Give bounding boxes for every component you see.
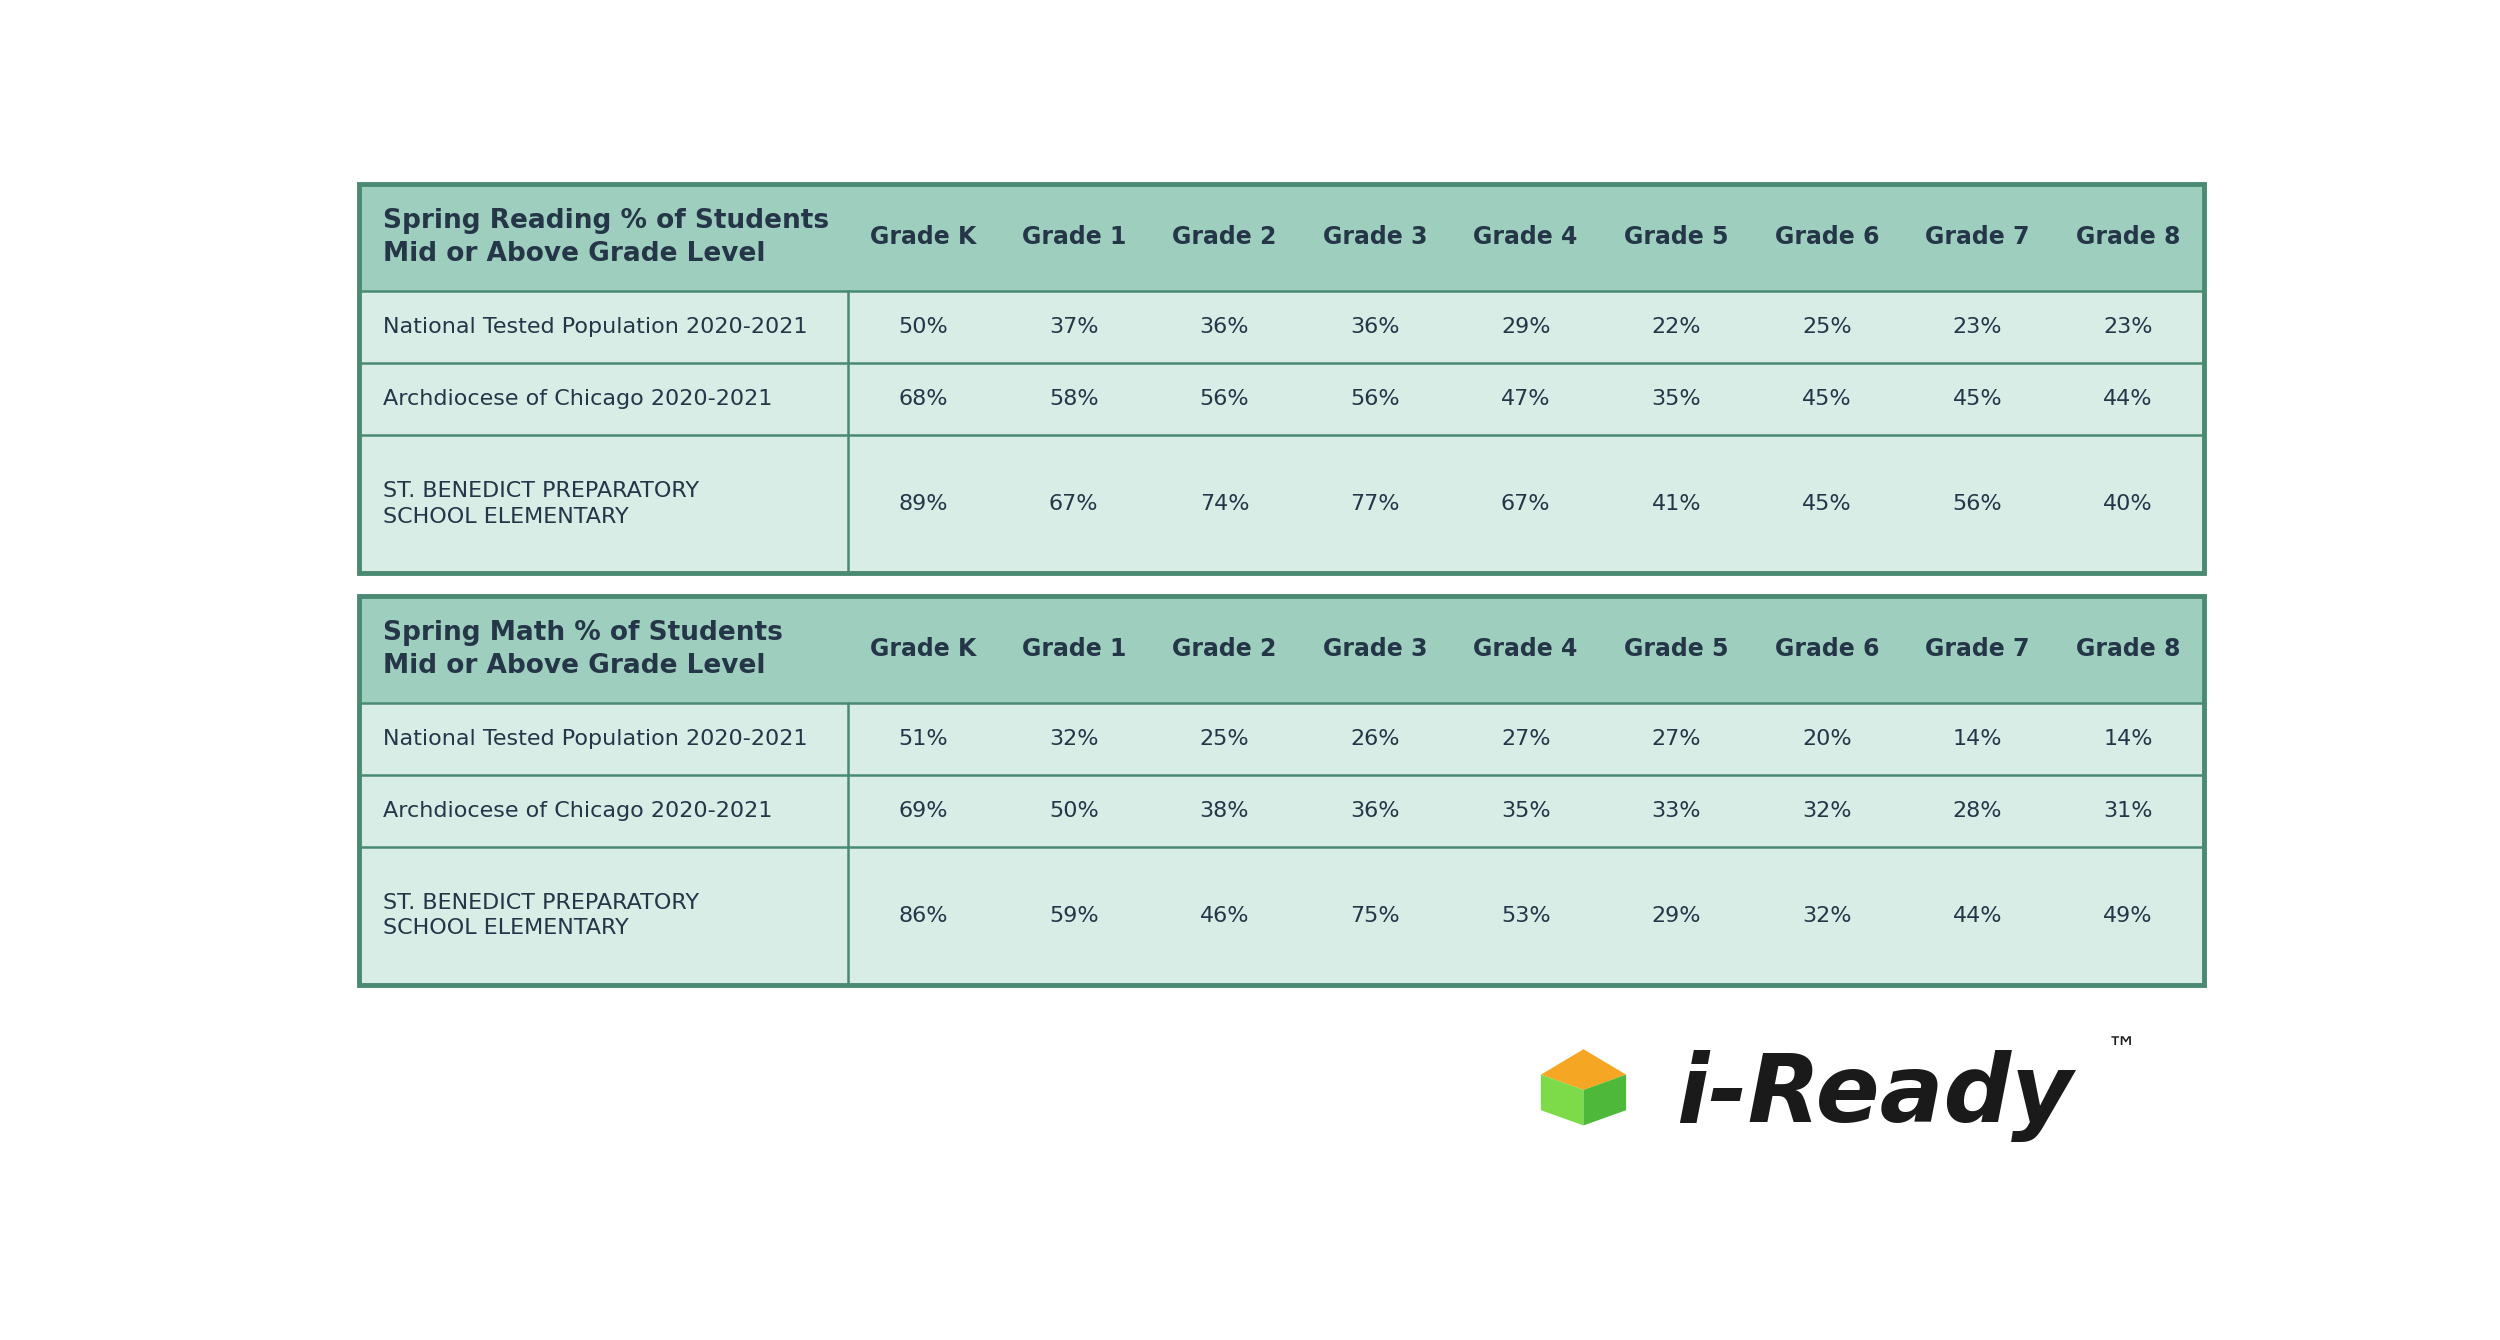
Text: Grade 3: Grade 3 xyxy=(1322,638,1427,662)
Text: 28%: 28% xyxy=(1952,801,2002,820)
Text: 51%: 51% xyxy=(898,729,948,749)
Text: Grade 8: Grade 8 xyxy=(2075,638,2180,662)
Text: 32%: 32% xyxy=(1050,729,1098,749)
Text: ™: ™ xyxy=(2108,1036,2138,1065)
Text: 27%: 27% xyxy=(1652,729,1700,749)
Text: Grade 6: Grade 6 xyxy=(1775,638,1880,662)
Text: Spring Reading % of Students
Mid or Above Grade Level: Spring Reading % of Students Mid or Abov… xyxy=(382,208,830,267)
Text: 33%: 33% xyxy=(1652,801,1700,820)
Text: 56%: 56% xyxy=(1200,389,1250,409)
Polygon shape xyxy=(1540,1049,1625,1089)
Text: 45%: 45% xyxy=(1952,389,2002,409)
Text: 36%: 36% xyxy=(1350,801,1400,820)
Text: 29%: 29% xyxy=(1652,906,1700,926)
Text: 38%: 38% xyxy=(1200,801,1250,820)
Text: 35%: 35% xyxy=(1500,801,1550,820)
Text: Archdiocese of Chicago 2020-2021: Archdiocese of Chicago 2020-2021 xyxy=(382,801,772,820)
Bar xyxy=(360,184,2202,572)
Text: National Tested Population 2020-2021: National Tested Population 2020-2021 xyxy=(382,316,808,336)
Text: Grade 8: Grade 8 xyxy=(2075,225,2180,249)
Text: 29%: 29% xyxy=(1500,316,1550,336)
Text: Grade 4: Grade 4 xyxy=(1472,638,1578,662)
Text: Grade K: Grade K xyxy=(870,638,978,662)
Text: ST. BENEDICT PREPARATORY
SCHOOL ELEMENTARY: ST. BENEDICT PREPARATORY SCHOOL ELEMENTA… xyxy=(382,892,700,938)
Text: 46%: 46% xyxy=(1200,906,1250,926)
Text: 23%: 23% xyxy=(1952,316,2002,336)
Text: Spring Math % of Students
Mid or Above Grade Level: Spring Math % of Students Mid or Above G… xyxy=(382,620,782,679)
Text: 14%: 14% xyxy=(2102,729,2152,749)
Text: 44%: 44% xyxy=(1952,906,2002,926)
Text: Grade 5: Grade 5 xyxy=(1625,638,1727,662)
Text: Grade K: Grade K xyxy=(870,225,978,249)
Text: 67%: 67% xyxy=(1050,493,1098,513)
Text: 56%: 56% xyxy=(1952,493,2002,513)
Text: 74%: 74% xyxy=(1200,493,1250,513)
Text: 41%: 41% xyxy=(1652,493,1700,513)
Text: 20%: 20% xyxy=(1802,729,1852,749)
Bar xyxy=(360,596,2202,985)
Text: Archdiocese of Chicago 2020-2021: Archdiocese of Chicago 2020-2021 xyxy=(382,389,772,409)
Bar xyxy=(360,596,2202,702)
Text: 37%: 37% xyxy=(1050,316,1098,336)
Text: Grade 2: Grade 2 xyxy=(1172,225,1278,249)
Text: 50%: 50% xyxy=(1050,801,1098,820)
Text: 50%: 50% xyxy=(898,316,948,336)
Text: ST. BENEDICT PREPARATORY
SCHOOL ELEMENTARY: ST. BENEDICT PREPARATORY SCHOOL ELEMENTA… xyxy=(382,481,700,527)
Text: 25%: 25% xyxy=(1200,729,1250,749)
Polygon shape xyxy=(1540,1075,1582,1126)
Text: 56%: 56% xyxy=(1350,389,1400,409)
Text: 67%: 67% xyxy=(1500,493,1550,513)
Bar xyxy=(360,184,2202,572)
Text: 89%: 89% xyxy=(898,493,948,513)
Text: 77%: 77% xyxy=(1350,493,1400,513)
Text: 14%: 14% xyxy=(1952,729,2002,749)
Text: 36%: 36% xyxy=(1200,316,1250,336)
Text: Grade 7: Grade 7 xyxy=(1925,638,2030,662)
Text: 40%: 40% xyxy=(2102,493,2152,513)
Text: 22%: 22% xyxy=(1652,316,1700,336)
Text: 36%: 36% xyxy=(1350,316,1400,336)
Text: Grade 4: Grade 4 xyxy=(1472,225,1578,249)
Text: 26%: 26% xyxy=(1350,729,1400,749)
Text: 86%: 86% xyxy=(898,906,948,926)
Text: Grade 5: Grade 5 xyxy=(1625,225,1727,249)
Text: 23%: 23% xyxy=(2102,316,2152,336)
Text: 31%: 31% xyxy=(2102,801,2152,820)
Text: Grade 1: Grade 1 xyxy=(1022,638,1125,662)
Text: Grade 6: Grade 6 xyxy=(1775,225,1880,249)
Text: 58%: 58% xyxy=(1050,389,1098,409)
Text: 45%: 45% xyxy=(1802,389,1852,409)
Bar xyxy=(360,596,2202,985)
Text: Grade 2: Grade 2 xyxy=(1172,638,1278,662)
Text: 44%: 44% xyxy=(2102,389,2152,409)
Text: 53%: 53% xyxy=(1500,906,1550,926)
Polygon shape xyxy=(1582,1075,1625,1126)
Text: 35%: 35% xyxy=(1652,389,1700,409)
Text: National Tested Population 2020-2021: National Tested Population 2020-2021 xyxy=(382,729,808,749)
Text: i-Ready: i-Ready xyxy=(1678,1051,2072,1142)
Text: Grade 1: Grade 1 xyxy=(1022,225,1125,249)
Text: 45%: 45% xyxy=(1802,493,1852,513)
Text: 75%: 75% xyxy=(1350,906,1400,926)
Text: 47%: 47% xyxy=(1500,389,1550,409)
Text: 69%: 69% xyxy=(898,801,948,820)
Text: 59%: 59% xyxy=(1050,906,1098,926)
Text: 68%: 68% xyxy=(898,389,948,409)
Text: 32%: 32% xyxy=(1802,801,1852,820)
Text: 25%: 25% xyxy=(1802,316,1852,336)
Text: 49%: 49% xyxy=(2102,906,2152,926)
Bar xyxy=(360,184,2202,291)
Text: 32%: 32% xyxy=(1802,906,1852,926)
Text: 27%: 27% xyxy=(1500,729,1550,749)
Text: Grade 3: Grade 3 xyxy=(1322,225,1427,249)
Text: Grade 7: Grade 7 xyxy=(1925,225,2030,249)
